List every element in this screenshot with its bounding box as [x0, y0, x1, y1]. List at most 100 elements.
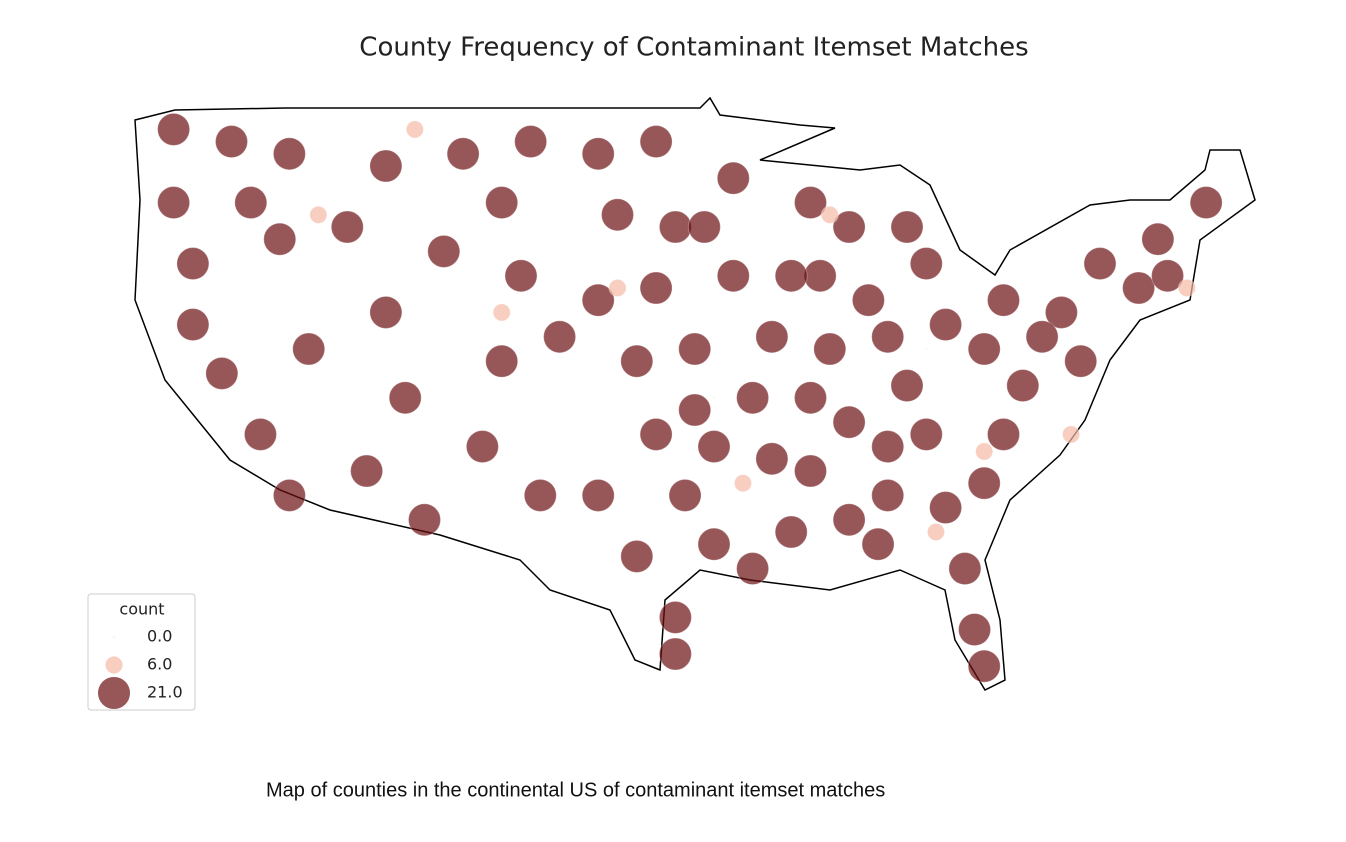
- county-bubble: [330, 210, 364, 244]
- legend-marker: [113, 636, 115, 638]
- county-bubble: [736, 552, 770, 586]
- county-bubble: [967, 649, 1001, 683]
- county-bubble: [205, 356, 239, 390]
- county-bubble: [639, 417, 673, 451]
- county-bubble: [861, 527, 895, 561]
- county-bubble: [581, 478, 615, 512]
- county-bubble: [716, 161, 750, 195]
- county-bubble: [832, 210, 866, 244]
- county-bubble: [832, 405, 866, 439]
- county-bubble: [678, 332, 712, 366]
- county-bubble: [755, 442, 789, 476]
- county-bubble: [871, 320, 905, 354]
- county-bubble: [678, 393, 712, 427]
- county-bubble: [1177, 278, 1196, 298]
- county-bubble: [890, 369, 924, 403]
- county-bubble: [716, 259, 750, 293]
- legend-title: count: [119, 600, 164, 619]
- county-bubble: [1044, 295, 1078, 329]
- county-bubble: [687, 210, 721, 244]
- county-bubble: [1189, 186, 1223, 220]
- county-bubble: [639, 271, 673, 305]
- county-bubble: [793, 381, 828, 415]
- legend-label: 0.0: [147, 627, 172, 646]
- county-bubble: [272, 137, 306, 171]
- county-bubble: [405, 120, 424, 139]
- county-bubble: [214, 125, 249, 159]
- legend-marker: [97, 676, 131, 710]
- county-bubble: [658, 637, 692, 671]
- county-bubble: [1083, 247, 1117, 281]
- county-bubble: [309, 205, 328, 224]
- county-bubble: [890, 210, 924, 244]
- county-bubble: [157, 186, 191, 220]
- county-bubble: [523, 478, 557, 512]
- county-bubble: [909, 247, 943, 281]
- county-bubble: [427, 234, 461, 268]
- county-bubble: [272, 478, 306, 512]
- county-bubble: [504, 259, 538, 293]
- county-bubble: [697, 527, 731, 561]
- county-bubble: [924, 347, 928, 351]
- county-bubble: [1006, 369, 1040, 403]
- county-bubble: [407, 503, 442, 537]
- legend: 0.0 6.0 21.0: [97, 627, 183, 710]
- county-bubble: [600, 198, 635, 232]
- county-bubble: [774, 259, 808, 293]
- county-bubble: [909, 417, 943, 451]
- bubble-layer: [157, 112, 1223, 683]
- county-bubble: [803, 259, 837, 293]
- county-bubble: [263, 222, 297, 256]
- county-bubble: [871, 430, 905, 464]
- county-bubble: [1141, 222, 1175, 256]
- county-bubble: [234, 186, 268, 220]
- county-bubble: [157, 112, 191, 146]
- county-bubble: [975, 442, 994, 461]
- county-bubble: [485, 344, 519, 378]
- county-bubble: [755, 320, 789, 354]
- legend-label: 6.0: [147, 655, 172, 674]
- county-bubble: [820, 205, 839, 224]
- county-bubble: [446, 137, 480, 171]
- county-bubble: [733, 474, 753, 493]
- county-bubble: [176, 308, 210, 342]
- county-bubble: [813, 332, 847, 366]
- county-bubble: [697, 430, 731, 464]
- county-bubble: [967, 332, 1001, 366]
- county-bubble: [658, 210, 692, 244]
- county-bubble: [350, 454, 384, 488]
- county-bubble: [986, 283, 1021, 317]
- county-bubble: [967, 466, 1001, 500]
- county-bubble: [712, 396, 716, 400]
- county-bubble: [793, 454, 828, 488]
- county-bubble: [736, 381, 770, 415]
- county-bubble: [929, 491, 963, 525]
- county-bubble: [986, 417, 1021, 451]
- us-outline: [134, 96, 1256, 691]
- county-bubble: [465, 430, 499, 464]
- county-bubble: [1122, 271, 1156, 305]
- county-bubble: [581, 137, 615, 171]
- county-bubble: [929, 308, 963, 342]
- county-bubble: [866, 445, 870, 449]
- county-bubble: [243, 417, 277, 451]
- county-bubble: [620, 344, 654, 378]
- county-bubble: [793, 186, 828, 220]
- legend-marker: [105, 656, 123, 674]
- county-bubble: [639, 125, 673, 159]
- county-bubble: [1064, 344, 1098, 378]
- county-bubble: [620, 539, 654, 573]
- county-bubble: [581, 283, 615, 317]
- county-bubble: [774, 515, 808, 549]
- county-bubble: [369, 295, 403, 329]
- county-bubble: [851, 283, 885, 317]
- county-bubble: [608, 278, 627, 298]
- county-bubble: [292, 332, 326, 366]
- county-bubble: [1061, 425, 1081, 444]
- county-bubble: [958, 613, 992, 647]
- county-bubble: [926, 522, 946, 542]
- county-bubble: [485, 186, 519, 220]
- county-bubble: [1025, 320, 1059, 354]
